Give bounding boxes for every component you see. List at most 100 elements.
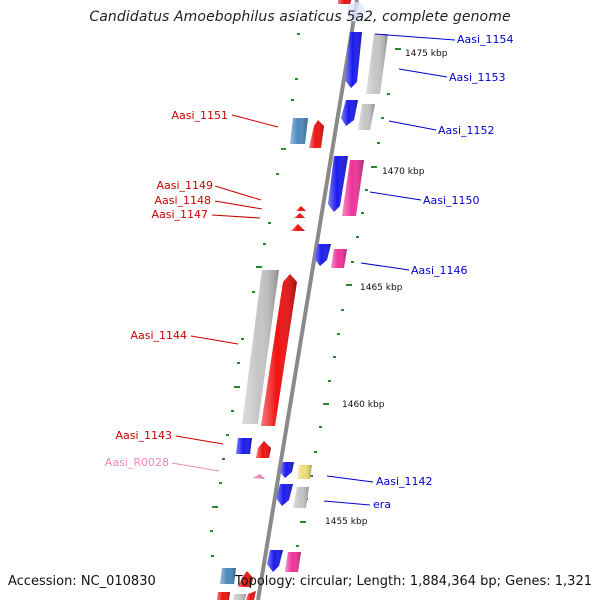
gene-label-aasi-1146[interactable]: Aasi_1146: [411, 264, 468, 277]
gene-shading: [267, 550, 283, 572]
gene-shading: [220, 568, 236, 584]
tick-mark: [387, 93, 390, 95]
tick-mark: [268, 222, 271, 224]
tick-mark: [381, 117, 384, 119]
tick-mark: [395, 48, 401, 50]
gene-shading: [358, 104, 375, 130]
gene-shading: [345, 32, 362, 88]
gene-label-aasi-1151[interactable]: Aasi_1151: [171, 109, 228, 122]
gene-label-aasi-1148[interactable]: Aasi_1148: [154, 194, 211, 207]
gene-label-aasi-1142[interactable]: Aasi_1142: [376, 475, 433, 488]
tick-mark: [296, 545, 299, 547]
gene-shading: [256, 441, 271, 458]
kbp-label: 1475 kbp: [405, 49, 448, 59]
gene-shading: [297, 465, 312, 479]
gene-shading: [242, 270, 279, 424]
gene-shading: [276, 484, 293, 506]
tick-mark: [319, 426, 322, 428]
tick-mark: [341, 309, 344, 311]
rna-label-aasi-r0028[interactable]: Aasi_R0028: [105, 456, 169, 469]
leader-line: [214, 200, 263, 210]
tick-mark: [241, 338, 244, 340]
kbp-label: 1470 kbp: [382, 167, 425, 177]
tick-mark: [276, 173, 279, 175]
tick-mark: [314, 451, 317, 453]
gene-shading: [342, 160, 364, 216]
tick-mark: [361, 212, 364, 214]
tick-mark: [377, 142, 380, 144]
gene-shading: [246, 591, 256, 600]
scale-ticks: [210, 33, 401, 557]
leader-line: [388, 120, 437, 131]
kbp-label: 1460 kbp: [342, 400, 385, 410]
tick-mark: [333, 356, 336, 358]
tick-mark: [252, 291, 255, 293]
gene-shading: [294, 213, 305, 218]
leader-line: [374, 33, 456, 41]
gene-label-era[interactable]: era: [373, 498, 391, 511]
gene-shading: [331, 249, 347, 268]
gene-label-aasi-1150[interactable]: Aasi_1150: [423, 194, 480, 207]
gene-shading: [314, 244, 331, 266]
tick-mark: [291, 99, 294, 101]
gene-shading: [366, 34, 388, 94]
gene-shading: [296, 206, 306, 211]
gene-shading: [261, 274, 297, 426]
gene-shading: [341, 100, 358, 126]
tick-mark: [231, 410, 234, 412]
leader-line: [231, 114, 279, 128]
leader-line: [360, 262, 410, 271]
gene-label-aasi-1149[interactable]: Aasi_1149: [156, 179, 213, 192]
gene-shading: [293, 487, 309, 508]
gene-shading: [233, 594, 246, 600]
tick-mark: [212, 506, 218, 508]
gene-shading: [252, 474, 265, 479]
gene-label-aasi-1152[interactable]: Aasi_1152: [438, 124, 495, 137]
tick-mark: [297, 33, 300, 35]
tick-mark: [295, 78, 298, 80]
gene-labels: Aasi_1154 Aasi_1153 Aasi_1152 Aasi_1150 …: [105, 33, 514, 511]
tick-mark: [365, 189, 368, 191]
accession-info: Accession: NC_010830: [8, 574, 156, 589]
tick-mark: [337, 333, 340, 335]
gene-shading: [291, 224, 305, 231]
gene-label-aasi-1143[interactable]: Aasi_1143: [115, 429, 172, 442]
leader-line: [369, 191, 422, 201]
backbone-highlight: [347, 2, 365, 22]
tick-mark: [234, 386, 240, 388]
leader-line: [398, 68, 448, 78]
gene-label-aasi-1153[interactable]: Aasi_1153: [449, 71, 506, 84]
tick-mark: [281, 148, 286, 150]
tick-mark: [219, 482, 222, 484]
gene-label-aasi-1147[interactable]: Aasi_1147: [151, 208, 208, 221]
tick-mark: [346, 284, 352, 286]
gene-shading: [280, 462, 294, 478]
tick-mark: [356, 236, 359, 238]
gene-label-aasi-1154[interactable]: Aasi_1154: [457, 33, 514, 46]
leader-line: [175, 435, 224, 445]
genome-backbone: [256, 0, 359, 600]
leader-line: [190, 335, 239, 345]
gene-shading: [309, 120, 324, 148]
gene-shading: [338, 0, 352, 4]
gene-shading: [217, 592, 230, 600]
tick-mark: [237, 362, 240, 364]
gene-label-aasi-1144[interactable]: Aasi_1144: [130, 329, 187, 342]
tick-mark: [323, 403, 329, 405]
kbp-scale-labels: 1475 kbp 1470 kbp 1465 kbp 1460 kbp 1455…: [325, 49, 448, 527]
tick-mark: [351, 261, 354, 263]
gene-shading: [236, 438, 252, 454]
gene-shading: [285, 552, 301, 572]
topology-info: Topology: circular; Length: 1,884,364 bp…: [234, 574, 592, 589]
gene-features: [217, 0, 388, 600]
tick-mark: [256, 266, 262, 268]
gene-shading: [290, 118, 308, 144]
tick-mark: [310, 475, 313, 477]
leader-line: [171, 462, 220, 472]
tick-mark: [211, 555, 214, 557]
tick-mark: [226, 434, 229, 436]
gene-shading: [328, 156, 348, 212]
gene-shading: [238, 571, 253, 587]
tick-mark: [328, 380, 331, 382]
